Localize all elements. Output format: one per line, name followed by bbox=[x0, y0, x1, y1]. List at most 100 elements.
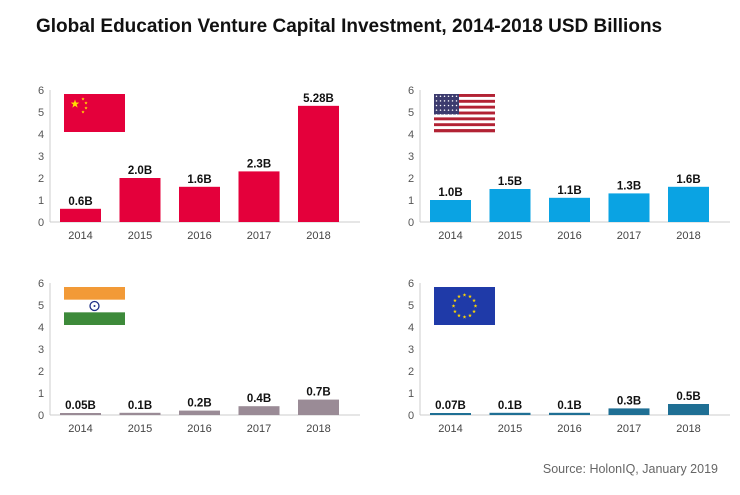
bar-2017 bbox=[608, 193, 650, 222]
chart-title: Global Education Venture Capital Investm… bbox=[36, 16, 663, 37]
y-tick-label: 3 bbox=[408, 344, 414, 356]
bar-2014 bbox=[60, 208, 101, 222]
data-label: 0.05B bbox=[65, 400, 96, 412]
data-label: 1.0B bbox=[438, 187, 462, 199]
data-label: 0.1B bbox=[557, 400, 581, 412]
y-tick-label: 3 bbox=[408, 151, 414, 163]
usa-flag bbox=[434, 94, 495, 133]
bar-2017 bbox=[238, 171, 280, 222]
y-tick-label: 6 bbox=[408, 278, 414, 290]
bar-2018 bbox=[668, 186, 709, 222]
chart-panel-usa: 0 1 2 3 4 5 6 1.0B 2014 1.5B 2015 1.1B 2016 1.3B 2017 1… bbox=[400, 82, 740, 252]
data-label: 0.1B bbox=[128, 400, 152, 412]
y-tick-label: 4 bbox=[38, 129, 44, 141]
x-tick-label: 2014 bbox=[438, 230, 462, 242]
x-tick-label: 2017 bbox=[247, 230, 271, 242]
bar-2014 bbox=[430, 413, 471, 415]
data-label: 1.3B bbox=[617, 180, 641, 192]
x-tick-label: 2017 bbox=[617, 423, 641, 435]
y-tick-label: 1 bbox=[38, 195, 44, 207]
y-tick-label: 2 bbox=[38, 366, 44, 378]
y-tick-label: 2 bbox=[408, 173, 414, 185]
bar-2015 bbox=[489, 412, 531, 415]
x-tick-label: 2018 bbox=[676, 423, 700, 435]
y-tick-label: 4 bbox=[408, 129, 414, 141]
bar-2016 bbox=[179, 186, 220, 222]
y-tick-label: 0 bbox=[38, 217, 44, 229]
data-label: 0.07B bbox=[435, 400, 466, 412]
chart-panel-india: 0 1 2 3 4 5 6 0.05B 2014 0.1B 2015 0.2B 2016 0.4B 2017… bbox=[30, 275, 370, 445]
y-tick-label: 6 bbox=[408, 85, 414, 97]
data-label: 0.3B bbox=[617, 395, 641, 407]
x-tick-label: 2014 bbox=[438, 423, 462, 435]
bar-chart-usa: 0 1 2 3 4 5 6 1.0B 2014 1.5B 2015 1.1B 2016 1.3B 2017 1… bbox=[408, 85, 730, 242]
bar-2016 bbox=[549, 412, 590, 415]
y-tick-label: 5 bbox=[408, 300, 414, 312]
data-label: 1.6B bbox=[187, 174, 211, 186]
y-tick-label: 1 bbox=[408, 388, 414, 400]
y-tick-label: 0 bbox=[408, 217, 414, 229]
x-tick-label: 2015 bbox=[128, 423, 152, 435]
y-tick-label: 5 bbox=[38, 300, 44, 312]
x-tick-label: 2014 bbox=[68, 230, 92, 242]
bar-chart-india: 0 1 2 3 4 5 6 0.05B 2014 0.1B 2015 0.2B 2016 0.4B 2017… bbox=[38, 278, 360, 435]
bar-2018 bbox=[298, 105, 339, 222]
y-tick-label: 4 bbox=[38, 322, 44, 334]
source-note: Source: HolonIQ, January 2019 bbox=[542, 462, 718, 476]
data-label: 0.6B bbox=[68, 196, 92, 208]
data-label: 0.7B bbox=[306, 387, 330, 399]
china-flag bbox=[64, 94, 125, 132]
bar-2017 bbox=[608, 408, 650, 415]
y-tick-label: 0 bbox=[408, 410, 414, 422]
bar-2015 bbox=[119, 412, 161, 415]
bar-2017 bbox=[238, 406, 280, 415]
data-label: 0.4B bbox=[247, 393, 271, 405]
y-tick-label: 3 bbox=[38, 344, 44, 356]
bar-chart-china: 0 1 2 3 4 5 6 0.6B 2014 2.0B 2015 1.6B 2016 2.3B 2017 5… bbox=[38, 85, 360, 242]
y-tick-label: 6 bbox=[38, 278, 44, 290]
y-tick-label: 3 bbox=[38, 151, 44, 163]
data-label: 1.1B bbox=[557, 185, 581, 197]
bar-2014 bbox=[60, 413, 101, 415]
y-tick-label: 1 bbox=[38, 388, 44, 400]
y-tick-label: 1 bbox=[408, 195, 414, 207]
bar-2016 bbox=[549, 197, 590, 222]
eu-flag bbox=[434, 287, 495, 325]
x-tick-label: 2015 bbox=[128, 230, 152, 242]
y-tick-label: 6 bbox=[38, 85, 44, 97]
x-tick-label: 2018 bbox=[306, 423, 330, 435]
bar-2018 bbox=[668, 404, 709, 415]
data-label: 1.5B bbox=[498, 176, 522, 188]
bar-2018 bbox=[298, 399, 339, 415]
x-tick-label: 2016 bbox=[557, 423, 581, 435]
data-label: 0.1B bbox=[498, 400, 522, 412]
x-tick-label: 2016 bbox=[187, 423, 211, 435]
bar-2016 bbox=[179, 410, 220, 415]
data-label: 1.6B bbox=[676, 174, 700, 186]
bar-2015 bbox=[489, 189, 531, 222]
y-tick-label: 2 bbox=[408, 366, 414, 378]
bar-2015 bbox=[119, 178, 161, 222]
y-tick-label: 2 bbox=[38, 173, 44, 185]
x-tick-label: 2015 bbox=[498, 230, 522, 242]
x-tick-label: 2018 bbox=[676, 230, 700, 242]
bar-chart-eu: 0 1 2 3 4 5 6 0.07B 2014 0.1B 2015 0.1B 2016 0.3B 2017… bbox=[408, 278, 730, 435]
data-label: 0.2B bbox=[187, 398, 211, 410]
data-label: 5.28B bbox=[303, 93, 334, 105]
x-tick-label: 2014 bbox=[68, 423, 92, 435]
y-tick-label: 4 bbox=[408, 322, 414, 334]
data-label: 2.3B bbox=[247, 158, 271, 170]
x-tick-label: 2018 bbox=[306, 230, 330, 242]
x-tick-label: 2017 bbox=[247, 423, 271, 435]
y-tick-label: 5 bbox=[408, 107, 414, 119]
chart-panel-eu: 0 1 2 3 4 5 6 0.07B 2014 0.1B 2015 0.1B 2016 0.3B 2017… bbox=[400, 275, 740, 445]
data-label: 2.0B bbox=[128, 165, 152, 177]
x-tick-label: 2016 bbox=[187, 230, 211, 242]
y-tick-label: 0 bbox=[38, 410, 44, 422]
x-tick-label: 2015 bbox=[498, 423, 522, 435]
chart-panel-china: 0 1 2 3 4 5 6 0.6B 2014 2.0B 2015 1.6B 2016 2.3B 2017 5… bbox=[30, 82, 370, 252]
y-tick-label: 5 bbox=[38, 107, 44, 119]
data-label: 0.5B bbox=[676, 391, 700, 403]
x-tick-label: 2016 bbox=[557, 230, 581, 242]
x-tick-label: 2017 bbox=[617, 230, 641, 242]
